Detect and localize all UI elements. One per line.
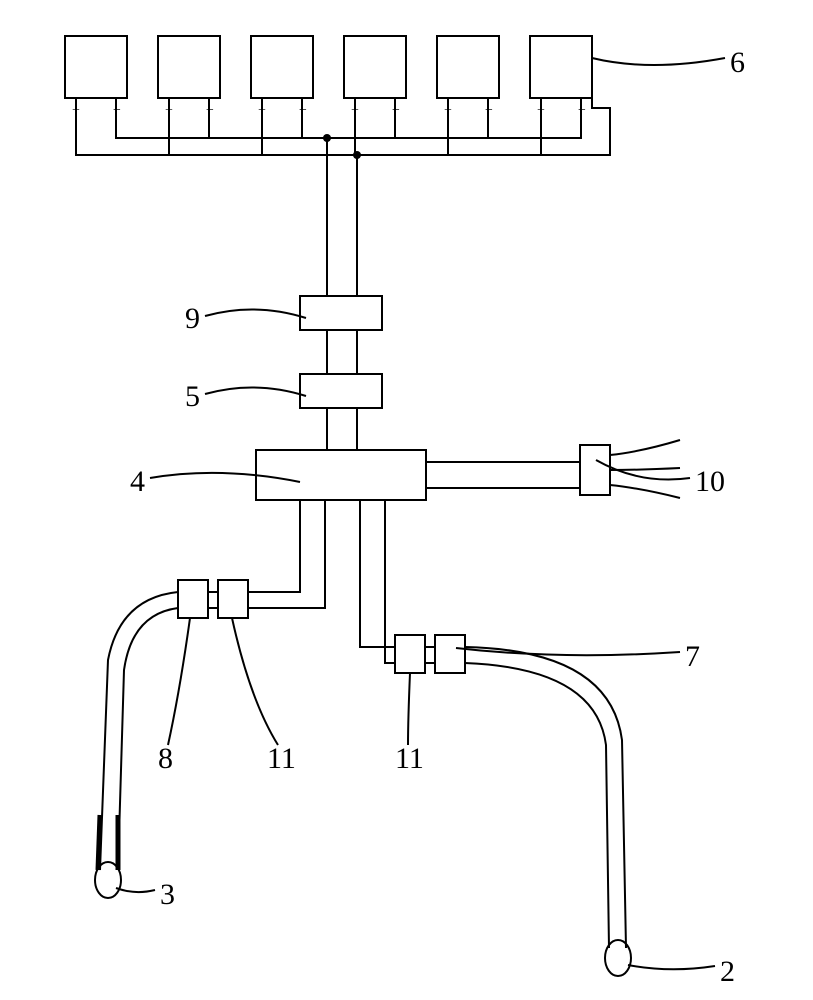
probe-3 [95, 862, 121, 898]
label-11-right: 11 [395, 742, 424, 776]
label-7: 7 [685, 640, 700, 674]
component-4 [256, 450, 426, 500]
component-7 [435, 635, 465, 673]
component-11-right [395, 635, 425, 673]
module-box-4 [344, 36, 406, 98]
label-2: 2 [720, 955, 735, 989]
component-11-left [218, 580, 248, 618]
module-box-2 [158, 36, 220, 98]
label-6: 6 [730, 46, 745, 80]
leader-5 [205, 387, 306, 396]
component-10 [580, 445, 610, 495]
label-3: 3 [160, 878, 175, 912]
module-box-3 [251, 36, 313, 98]
leader-9 [205, 309, 306, 318]
leader-2 [628, 965, 715, 969]
module-box-6 [530, 36, 592, 98]
component-9 [300, 296, 382, 330]
wire-4-right2 [385, 500, 395, 663]
schematic-diagram: + − + − + − + − + − + − [0, 0, 813, 1000]
leader-8 [168, 618, 190, 745]
label-5: 5 [185, 380, 200, 414]
label-4: 4 [130, 465, 145, 499]
probe-2 [605, 940, 631, 976]
leader-3 [116, 888, 155, 892]
component-8 [178, 580, 208, 618]
label-10: 10 [695, 465, 725, 499]
label-8: 8 [158, 742, 173, 776]
leader-11b [408, 673, 410, 745]
leader-11a [232, 618, 278, 745]
module-box-5 [437, 36, 499, 98]
wire-4-left [248, 500, 300, 592]
label-9: 9 [185, 302, 200, 336]
module-box-1 [65, 36, 127, 98]
label-11-left: 11 [267, 742, 296, 776]
wire-4-right [360, 500, 395, 647]
leader-4 [150, 473, 300, 482]
component-5 [300, 374, 382, 408]
leader-6 [592, 58, 725, 65]
bus-minus [116, 118, 581, 138]
